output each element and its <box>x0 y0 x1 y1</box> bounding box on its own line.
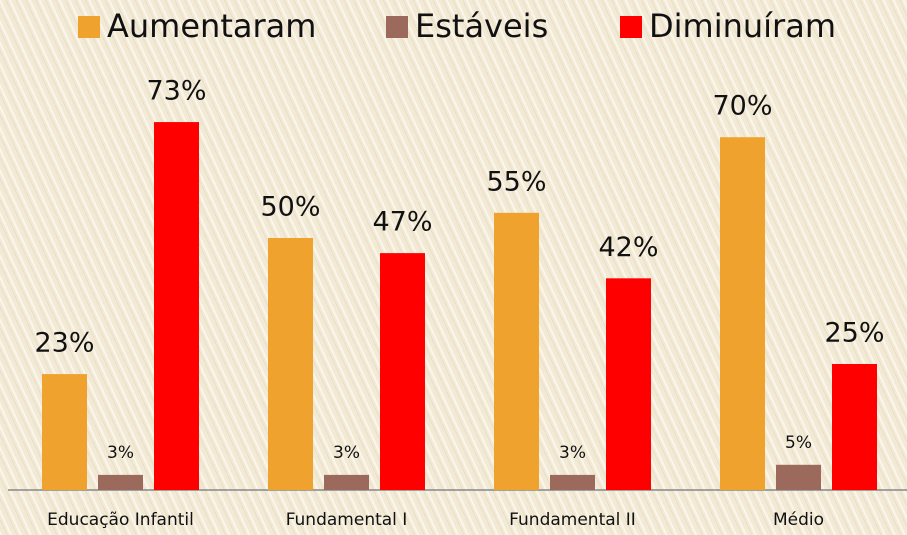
data-label: 3% <box>107 443 134 463</box>
bar <box>98 474 143 490</box>
bar <box>832 364 877 490</box>
bar <box>42 374 87 490</box>
x-tick-label: Médio <box>773 510 824 530</box>
x-tick-label: Educação Infantil <box>47 510 194 530</box>
data-label: 5% <box>785 433 812 453</box>
legend-swatch <box>78 16 100 38</box>
legend-label: Aumentaram <box>107 7 316 45</box>
data-label: 55% <box>486 166 546 197</box>
legend-swatch <box>620 16 642 38</box>
data-label: 73% <box>146 76 206 107</box>
data-label: 3% <box>333 443 360 463</box>
bar <box>268 238 313 490</box>
data-label: 50% <box>260 192 320 223</box>
data-label: 23% <box>34 328 94 359</box>
bar <box>380 253 425 490</box>
data-label: 47% <box>372 207 432 238</box>
x-tick-label: Fundamental I <box>286 510 408 530</box>
x-tick-label: Fundamental II <box>509 510 636 530</box>
bar <box>154 122 199 490</box>
bar <box>550 474 595 490</box>
data-label: 42% <box>598 232 658 263</box>
bar <box>606 278 651 490</box>
bar <box>720 137 765 490</box>
legend-label: Estáveis <box>415 7 548 45</box>
data-label: 3% <box>559 443 586 463</box>
data-label: 70% <box>712 91 772 122</box>
bar <box>494 212 539 491</box>
bar <box>324 474 369 490</box>
bar <box>776 464 821 490</box>
legend-swatch <box>386 16 408 38</box>
legend-label: Diminuíram <box>649 7 836 45</box>
data-label: 25% <box>824 318 884 349</box>
